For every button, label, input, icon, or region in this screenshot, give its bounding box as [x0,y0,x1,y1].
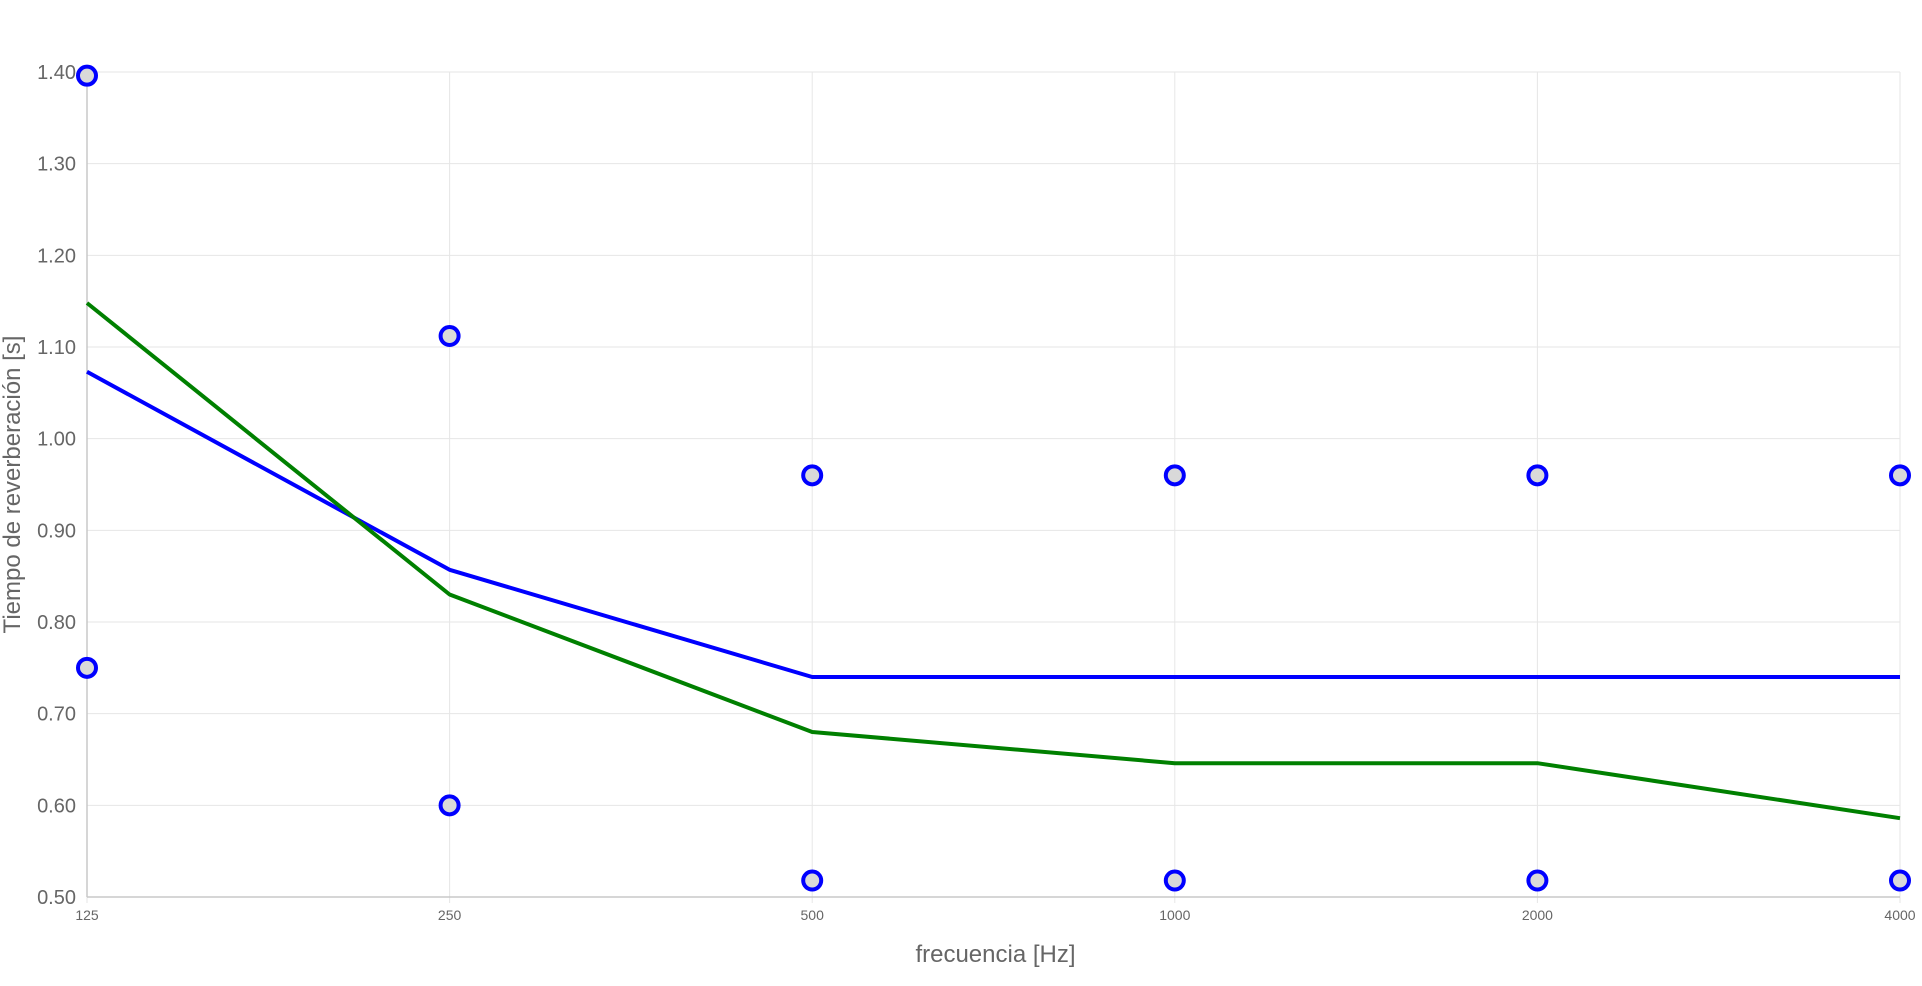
plot-area [76,64,1911,892]
data-point [1526,869,1549,892]
x-tick-label: 500 [801,907,825,923]
x-tick-label: 1000 [1159,907,1190,923]
y-tick-label: 1.40 [37,62,76,84]
series-line-2 [85,301,1901,821]
x-axis-title: frecuencia [Hz] [915,941,1075,968]
data-point [1163,869,1186,892]
y-tick-label: 0.50 [37,887,76,909]
tick-labels: 0.50 0.60 0.70 0.80 0.90 1.00 1.10 1.20 1.30 1.40… [37,62,1916,923]
data-point [438,794,461,817]
data-point [1163,464,1186,487]
data-point [438,325,461,347]
x-tick-label: 2000 [1522,907,1553,923]
y-tick-label: 0.80 [37,612,76,634]
data-point [801,464,824,487]
series-line-1 [86,370,1900,679]
data-point [801,869,824,892]
x-tick-label: 4000 [1884,907,1915,923]
data-point [76,656,98,679]
y-tick-label: 0.90 [37,520,76,542]
y-tick-label: 1.00 [37,429,76,451]
data-point [76,64,98,87]
x-tick-label: 250 [438,907,462,923]
y-tick-label: 0.60 [37,795,76,817]
data-point [1889,869,1911,892]
y-tick-label: 0.70 [37,704,76,726]
y-tick-label: 1.20 [37,245,76,267]
x-tick-label: 125 [75,907,99,923]
data-point [1889,464,1911,487]
y-axis-title: Tiempo de reverberación [s] [0,336,26,634]
y-tick-label: 1.30 [37,154,76,176]
axes [86,72,1900,898]
data-point [1526,464,1549,487]
y-tick-label: 1.10 [37,337,76,359]
